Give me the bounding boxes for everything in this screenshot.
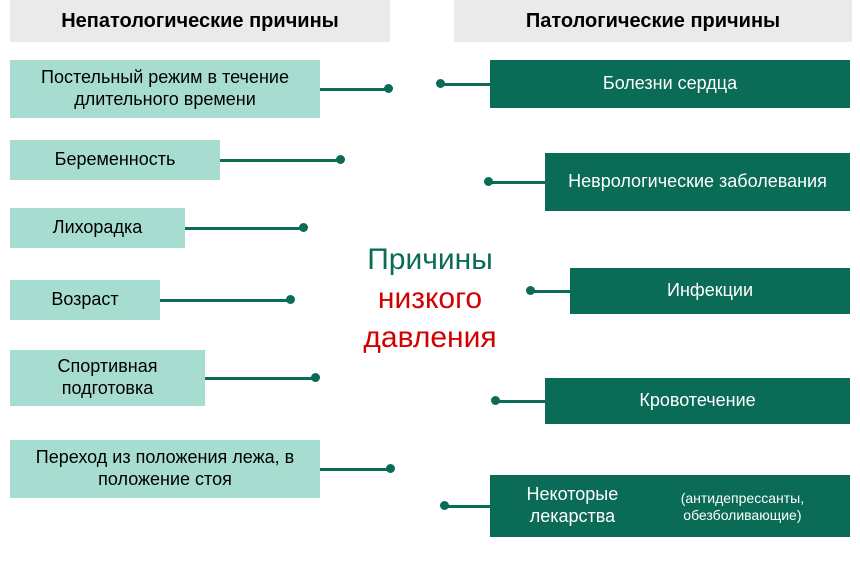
left-connector-2 — [185, 227, 303, 230]
header-nonpathological: Непатологические причины — [10, 0, 390, 42]
right-connector-dot-3 — [491, 396, 500, 405]
right-box-0: Болезни сердца — [490, 60, 850, 108]
center-line-1: Причины — [300, 240, 560, 279]
left-connector-4 — [205, 377, 315, 380]
header-pathological: Патологические причины — [454, 0, 852, 42]
left-connector-5 — [320, 468, 390, 471]
left-connector-dot-2 — [299, 223, 308, 232]
right-box-4: Некоторые лекарства(антидепрессанты, обе… — [490, 475, 850, 537]
left-connector-dot-1 — [336, 155, 345, 164]
center-line-2: низкого — [300, 279, 560, 318]
right-connector-3 — [495, 400, 545, 403]
right-connector-1 — [488, 181, 545, 184]
right-connector-4 — [444, 505, 490, 508]
left-box-2: Лихорадка — [10, 208, 185, 248]
left-box-5: Переход из положения лежа, в положение с… — [10, 440, 320, 498]
right-connector-dot-1 — [484, 177, 493, 186]
left-box-0: Постельный режим в течение длительного в… — [10, 60, 320, 118]
left-box-4: Спортивная подготовка — [10, 350, 205, 406]
left-connector-dot-3 — [286, 295, 295, 304]
right-connector-dot-0 — [436, 79, 445, 88]
right-connector-dot-2 — [526, 286, 535, 295]
right-box-3: Кровотечение — [545, 378, 850, 424]
center-line-3: давления — [300, 318, 560, 357]
right-connector-dot-4 — [440, 501, 449, 510]
right-box-1: Неврологические заболевания — [545, 153, 850, 211]
left-connector-1 — [220, 159, 340, 162]
right-connector-0 — [440, 83, 490, 86]
left-box-1: Беременность — [10, 140, 220, 180]
left-connector-0 — [320, 88, 388, 91]
left-connector-dot-4 — [311, 373, 320, 382]
center-title: Причины низкого давления — [300, 240, 560, 357]
left-connector-dot-5 — [386, 464, 395, 473]
right-connector-2 — [530, 290, 570, 293]
left-connector-dot-0 — [384, 84, 393, 93]
left-connector-3 — [160, 299, 290, 302]
left-box-3: Возраст — [10, 280, 160, 320]
right-box-2: Инфекции — [570, 268, 850, 314]
